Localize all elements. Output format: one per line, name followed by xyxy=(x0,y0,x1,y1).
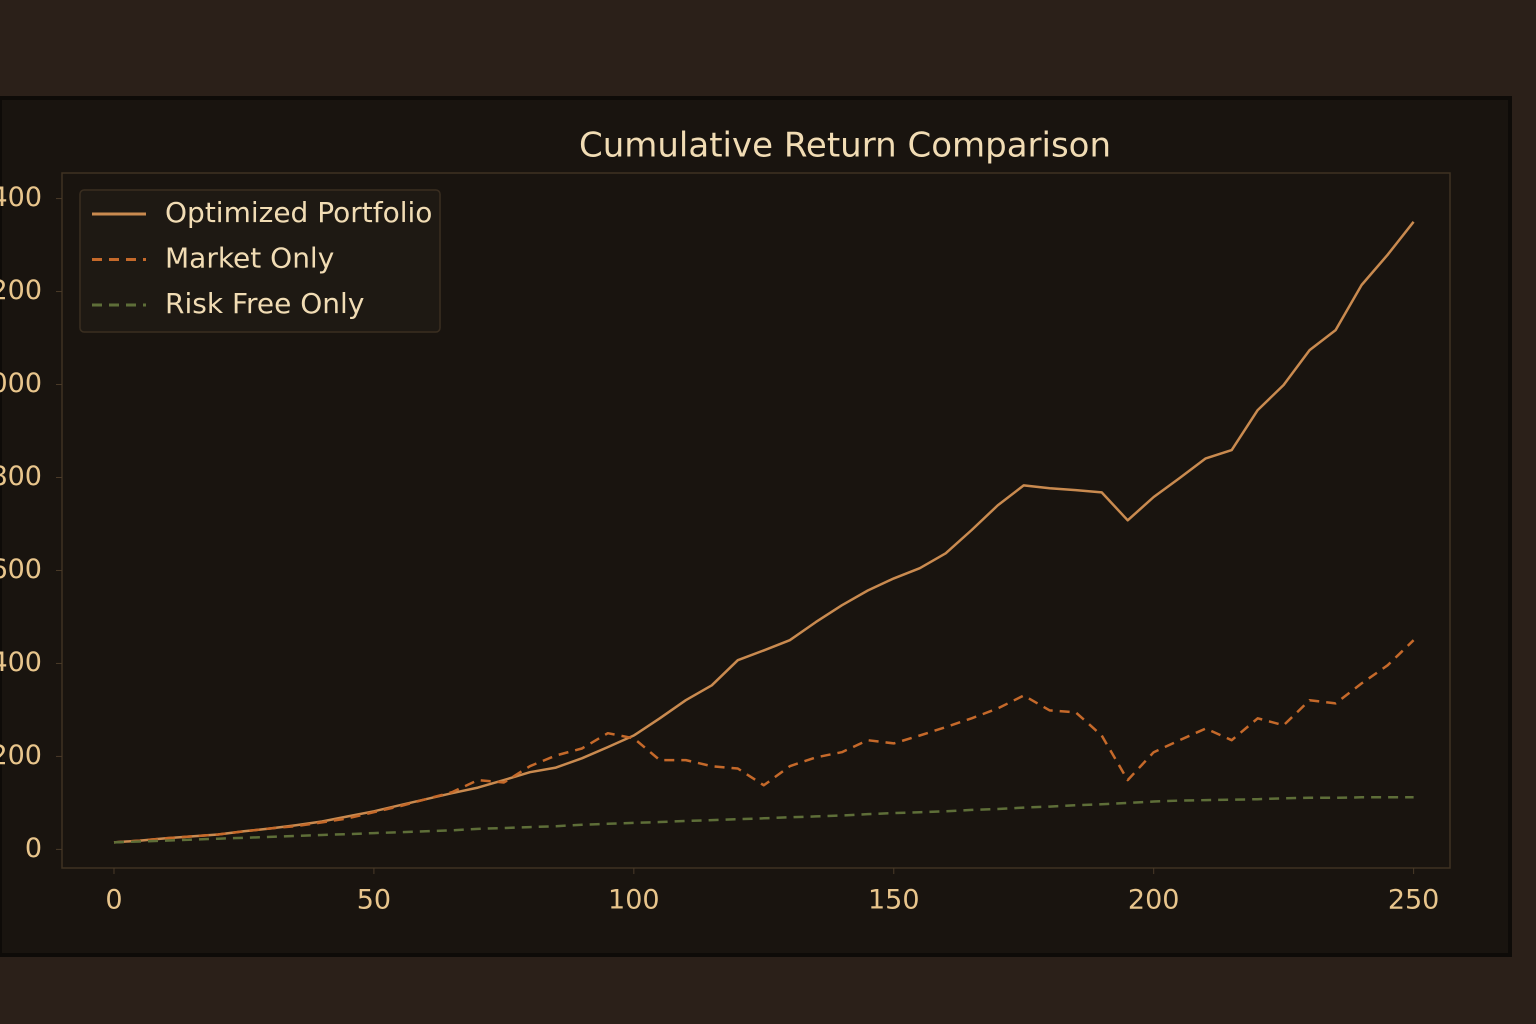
legend-label: Risk Free Only xyxy=(165,287,364,320)
legend-label: Optimized Portfolio xyxy=(165,196,432,229)
y-tick-label: 200 xyxy=(0,740,42,771)
y-tick-label: 600 xyxy=(0,554,42,585)
series-line xyxy=(113,221,1415,844)
x-tick-label: 250 xyxy=(1388,885,1440,916)
y-tick-label: 1400 xyxy=(0,182,42,213)
chart-title: Cumulative Return Comparison xyxy=(579,126,1111,166)
x-tick-label: 200 xyxy=(1128,885,1180,916)
x-tick-label: 50 xyxy=(357,885,391,916)
plot-area xyxy=(61,172,1451,869)
y-tick-label: 1000 xyxy=(0,368,42,399)
y-tick-label: 400 xyxy=(0,647,42,678)
x-tick-label: 150 xyxy=(868,885,920,916)
series-line xyxy=(113,796,1414,844)
y-tick-label: 0 xyxy=(25,833,42,864)
x-tick-label: 0 xyxy=(105,885,122,916)
legend-label: Market Only xyxy=(165,242,334,275)
y-tick-label: 1200 xyxy=(0,275,42,306)
legend xyxy=(79,189,441,333)
series-line xyxy=(113,639,1415,844)
x-tick-label: 100 xyxy=(608,885,660,916)
y-tick-label: 800 xyxy=(0,461,42,492)
